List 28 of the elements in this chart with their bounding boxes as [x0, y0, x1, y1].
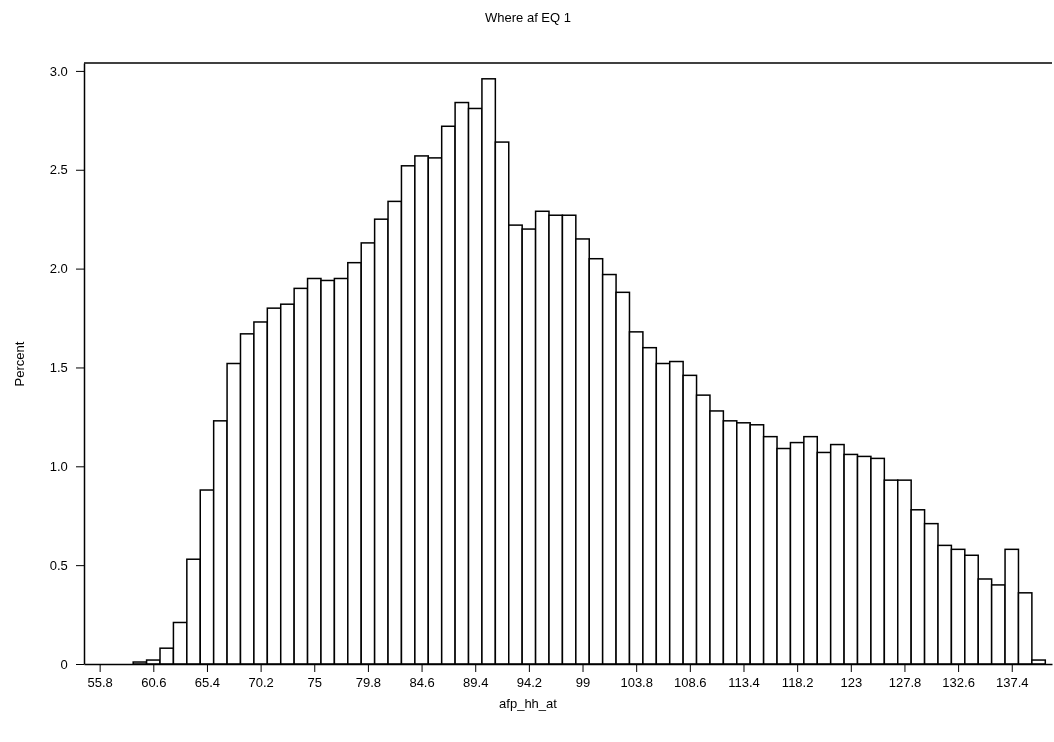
x-tick-label: 118.2: [781, 674, 814, 690]
y-tick-label: 3.0: [49, 63, 68, 79]
y-tick-label: 2.5: [49, 162, 68, 178]
y-tick-label: 0.5: [49, 557, 68, 573]
x-tick-label: 132.6: [942, 674, 975, 690]
x-tick-label: 84.6: [409, 674, 435, 690]
x-tick-label: 89.4: [463, 674, 489, 690]
x-tick-label: 99: [575, 674, 591, 690]
x-tick-label: 60.6: [141, 674, 167, 690]
x-tick-label: 127.8: [888, 674, 922, 690]
y-tick-label: 0: [60, 656, 68, 672]
x-tick-label: 113.4: [728, 674, 760, 690]
x-tick-label: 65.4: [194, 674, 221, 690]
y-axis-title: Percent: [12, 341, 27, 387]
x-tick-label: 123: [840, 674, 863, 690]
y-tick-label: 1.0: [49, 458, 68, 474]
x-tick-label: 79.8: [355, 674, 382, 690]
x-tick-label: 108.6: [674, 674, 707, 690]
x-tick-label: 137.4: [995, 674, 1029, 690]
x-tick-label: 75: [307, 674, 322, 690]
x-axis-title: afp_hh_at: [499, 696, 558, 711]
y-tick-label: 1.5: [49, 360, 68, 376]
y-tick-label: 2.0: [49, 261, 68, 277]
x-tick-label: 70.2: [248, 674, 274, 690]
chart-title: Where af EQ 1: [485, 10, 571, 25]
x-tick-label: 94.2: [516, 674, 543, 690]
x-tick-label: 103.8: [620, 674, 653, 690]
x-tick-label: 55.8: [87, 674, 113, 690]
